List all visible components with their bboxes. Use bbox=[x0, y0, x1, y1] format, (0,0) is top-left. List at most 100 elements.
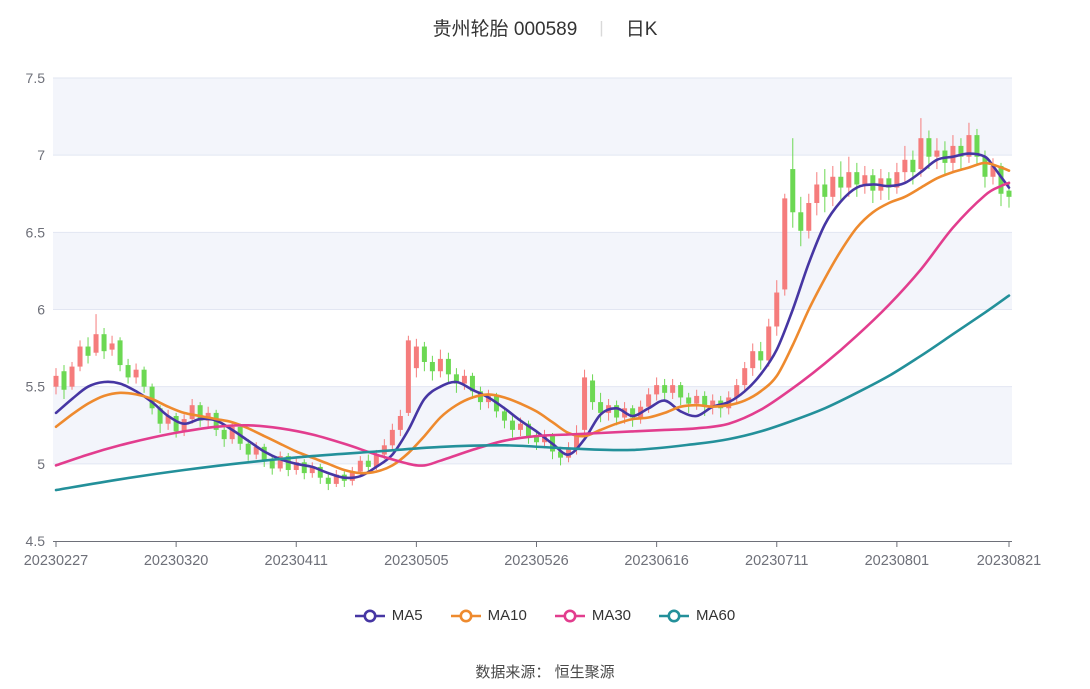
candle[interactable] bbox=[742, 361, 748, 392]
legend-label: MA5 bbox=[391, 607, 423, 624]
legend-item-ma30[interactable]: MA30 bbox=[554, 607, 631, 624]
candle[interactable] bbox=[614, 400, 620, 426]
candle[interactable] bbox=[734, 378, 740, 404]
candle[interactable] bbox=[261, 443, 267, 467]
candle[interactable] bbox=[918, 118, 924, 177]
candle[interactable] bbox=[830, 165, 836, 207]
candle[interactable] bbox=[325, 474, 331, 491]
candle[interactable] bbox=[61, 365, 67, 400]
candle[interactable] bbox=[189, 399, 195, 424]
candlesticks[interactable] bbox=[53, 118, 1012, 491]
candle[interactable] bbox=[654, 377, 660, 401]
candle[interactable] bbox=[429, 355, 435, 381]
candle[interactable] bbox=[301, 459, 307, 480]
x-axis-label: 20230801 bbox=[865, 553, 930, 569]
candle[interactable] bbox=[245, 439, 251, 461]
candle[interactable] bbox=[477, 386, 483, 410]
candle[interactable] bbox=[598, 392, 604, 423]
candle[interactable] bbox=[838, 161, 844, 200]
candle[interactable] bbox=[758, 341, 764, 370]
candle[interactable] bbox=[686, 392, 692, 413]
candle[interactable] bbox=[950, 135, 956, 173]
candle[interactable] bbox=[421, 341, 427, 372]
candle[interactable] bbox=[317, 463, 323, 484]
candle[interactable] bbox=[782, 193, 788, 296]
candle[interactable] bbox=[77, 340, 83, 372]
candle[interactable] bbox=[485, 389, 491, 409]
x-axis-label: 20230320 bbox=[144, 553, 209, 569]
candle[interactable] bbox=[862, 165, 868, 194]
ma10-line[interactable] bbox=[54, 161, 1011, 475]
candle[interactable] bbox=[798, 196, 804, 247]
candle[interactable] bbox=[349, 466, 355, 486]
candle[interactable] bbox=[117, 337, 123, 372]
legend-item-ma5[interactable]: MA5 bbox=[354, 607, 423, 624]
candle[interactable] bbox=[413, 338, 419, 378]
candle[interactable] bbox=[197, 402, 203, 427]
candle[interactable] bbox=[774, 280, 780, 336]
candle[interactable] bbox=[670, 378, 676, 400]
ma5-line[interactable] bbox=[54, 152, 1011, 480]
candle[interactable] bbox=[389, 423, 395, 450]
candle[interactable] bbox=[93, 314, 99, 356]
candle[interactable] bbox=[397, 409, 403, 437]
candle[interactable] bbox=[710, 394, 716, 415]
candle[interactable] bbox=[509, 415, 515, 438]
candle[interactable] bbox=[822, 169, 828, 213]
candle[interactable] bbox=[109, 335, 115, 356]
candle[interactable] bbox=[790, 138, 796, 228]
candle[interactable] bbox=[582, 369, 588, 437]
candle[interactable] bbox=[341, 471, 347, 487]
candle[interactable] bbox=[902, 145, 908, 182]
candle[interactable] bbox=[870, 169, 876, 204]
candle[interactable] bbox=[277, 451, 283, 472]
candle[interactable] bbox=[525, 420, 531, 444]
candle[interactable] bbox=[934, 138, 940, 170]
candle[interactable] bbox=[846, 156, 852, 197]
candle[interactable] bbox=[53, 368, 59, 395]
legend-item-ma10[interactable]: MA10 bbox=[450, 607, 527, 624]
candle[interactable] bbox=[678, 382, 684, 406]
candle[interactable] bbox=[894, 162, 900, 194]
ma60-line[interactable] bbox=[54, 294, 1011, 492]
candle[interactable] bbox=[437, 349, 443, 378]
ma30-line[interactable] bbox=[54, 181, 1011, 467]
candle[interactable] bbox=[662, 378, 668, 401]
candle[interactable] bbox=[453, 368, 459, 393]
candle[interactable] bbox=[590, 374, 596, 410]
candle[interactable] bbox=[365, 454, 371, 474]
candle[interactable] bbox=[566, 442, 572, 463]
candle[interactable] bbox=[221, 425, 227, 447]
candle[interactable] bbox=[125, 358, 131, 384]
candle[interactable] bbox=[926, 130, 932, 170]
candle[interactable] bbox=[990, 158, 996, 185]
candle[interactable] bbox=[766, 318, 772, 367]
candle[interactable] bbox=[333, 470, 339, 487]
x-axis-label: 20230821 bbox=[977, 553, 1042, 569]
candle[interactable] bbox=[133, 363, 139, 384]
candle[interactable] bbox=[806, 193, 812, 239]
candle[interactable] bbox=[85, 337, 91, 364]
candle[interactable] bbox=[814, 172, 820, 216]
candle[interactable] bbox=[750, 343, 756, 376]
legend-label: MA60 bbox=[696, 607, 736, 624]
candle[interactable] bbox=[501, 406, 507, 429]
candle[interactable] bbox=[141, 366, 147, 393]
x-axis-label: 20230711 bbox=[745, 553, 808, 569]
candle[interactable] bbox=[69, 361, 75, 390]
candle[interactable] bbox=[998, 162, 1004, 207]
candle[interactable] bbox=[285, 453, 291, 477]
candle[interactable] bbox=[469, 372, 475, 400]
candle[interactable] bbox=[974, 128, 980, 166]
ma60-line-marker-icon bbox=[659, 609, 690, 622]
candle[interactable] bbox=[165, 409, 171, 430]
candle[interactable] bbox=[966, 122, 972, 163]
candle[interactable] bbox=[445, 352, 451, 384]
candle[interactable] bbox=[101, 328, 107, 359]
candle[interactable] bbox=[854, 162, 860, 197]
candle[interactable] bbox=[405, 335, 411, 416]
candle[interactable] bbox=[293, 457, 299, 475]
candle[interactable] bbox=[309, 462, 315, 478]
legend-item-ma60[interactable]: MA60 bbox=[659, 607, 735, 624]
